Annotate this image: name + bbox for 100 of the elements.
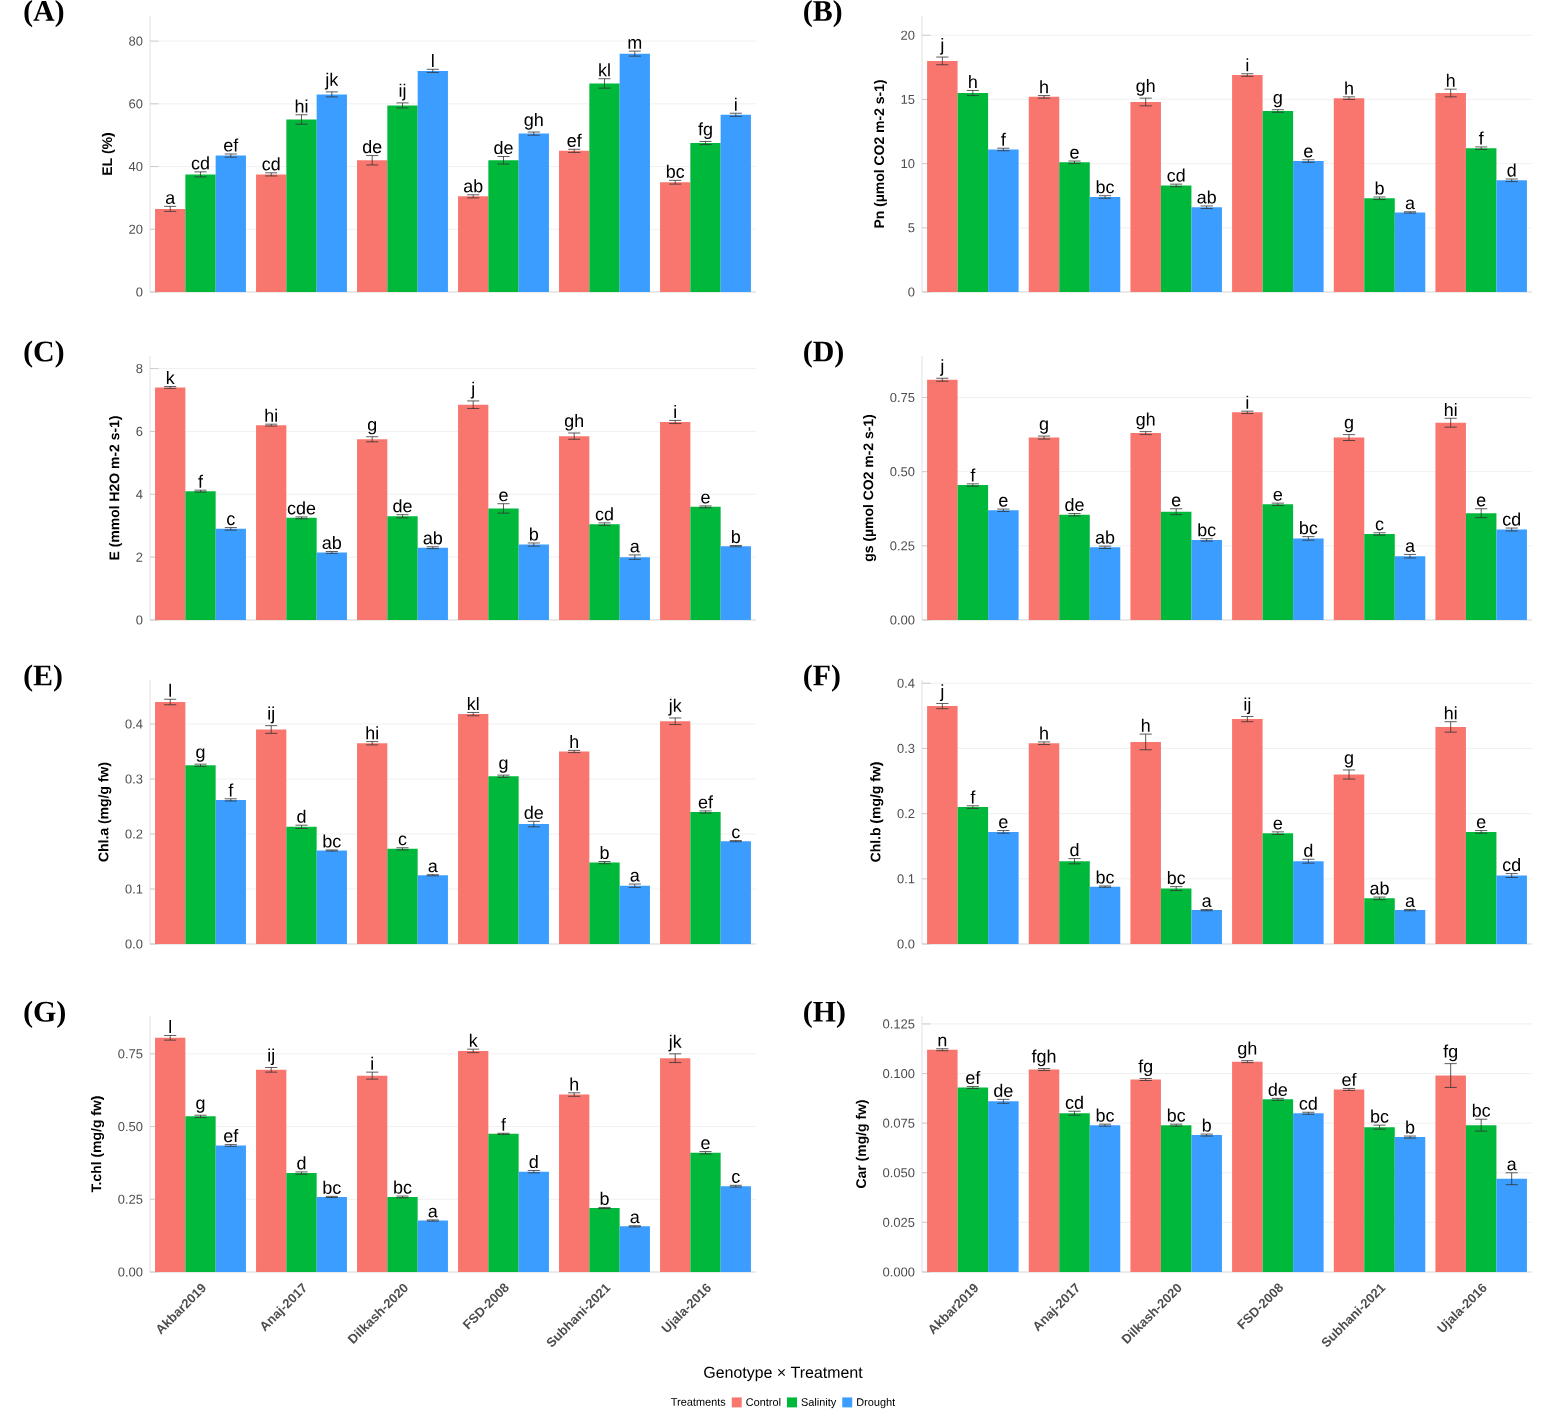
data-label: k: [469, 1033, 478, 1047]
bar: [720, 1186, 751, 1272]
data-label: e: [999, 496, 1008, 507]
chart-title: (A): [24, 0, 64, 28]
bar: [927, 1049, 958, 1272]
data-label: a: [630, 871, 640, 882]
bar: [690, 143, 721, 292]
data-label: i: [674, 405, 676, 419]
data-label: hi: [1444, 706, 1457, 720]
bar: [589, 83, 620, 292]
data-label: cd: [191, 156, 209, 170]
data-label: ef: [224, 138, 239, 152]
data-label: d: [297, 809, 306, 823]
data-label: e: [999, 818, 1008, 829]
bar: [1160, 511, 1192, 620]
data-label: bc: [1198, 523, 1216, 537]
bar: [619, 1226, 650, 1272]
data-label: e: [1273, 490, 1283, 501]
bar: [1496, 1178, 1527, 1272]
bar: [559, 436, 590, 620]
data-label: g: [196, 1099, 205, 1113]
bar: [1089, 886, 1121, 944]
data-label: k: [166, 371, 175, 385]
data-label: de: [1065, 497, 1084, 512]
data-label: f: [970, 790, 976, 804]
data-label: f: [970, 468, 976, 482]
bar: [559, 150, 590, 292]
bar: [589, 862, 620, 944]
bar: [215, 155, 246, 292]
bar: [927, 379, 958, 620]
data-label: d: [529, 1154, 538, 1169]
data-label: bc: [1300, 521, 1318, 535]
bar: [316, 552, 347, 620]
data-label: b: [1202, 1118, 1211, 1132]
bar: [957, 1087, 989, 1272]
data-label: d: [1070, 843, 1079, 857]
bar: [988, 831, 1019, 944]
data-label: gh: [564, 413, 584, 431]
data-label: h: [1141, 718, 1150, 732]
data-label: l: [169, 683, 171, 697]
bar: [458, 1050, 489, 1272]
bar: [1262, 833, 1294, 944]
bar: [1496, 529, 1527, 620]
bar: [1435, 1075, 1466, 1272]
bar: [589, 1208, 620, 1272]
data-label: c: [732, 828, 740, 839]
bar: [988, 510, 1019, 620]
bar: [417, 70, 448, 292]
bar: [1059, 861, 1090, 944]
bar: [1028, 437, 1060, 620]
data-label: bc: [1371, 1109, 1389, 1123]
bar: [215, 1145, 246, 1272]
data-label: h: [570, 1077, 579, 1091]
data-label: e: [1171, 496, 1181, 507]
data-label: bc: [1167, 1108, 1186, 1122]
data-label: f: [501, 1117, 506, 1131]
data-label: a: [1202, 897, 1212, 908]
bar: [387, 1196, 418, 1272]
data-label: cd: [262, 157, 280, 171]
chart-title: (D): [804, 340, 843, 368]
bar: [1394, 1137, 1426, 1272]
data-label: d: [297, 1156, 306, 1170]
data-label: f: [1478, 131, 1484, 145]
bar: [1232, 412, 1263, 620]
data-label: c: [1375, 520, 1384, 531]
bar: [559, 751, 590, 944]
bar: [488, 776, 519, 944]
data-label: e: [1476, 818, 1486, 829]
bar: [1262, 504, 1294, 620]
data-label: ab: [1197, 190, 1216, 204]
bar: [1191, 539, 1222, 620]
data-label: g: [367, 421, 377, 435]
data-label: h: [1040, 80, 1048, 94]
bar: [286, 119, 317, 292]
chart-title: (E): [24, 664, 62, 692]
data-label: a: [630, 542, 640, 553]
bar: [690, 506, 721, 620]
data-label: c: [398, 835, 407, 846]
data-label: ef: [698, 795, 713, 809]
bar: [1333, 437, 1365, 620]
data-label: a: [165, 194, 176, 204]
bar: [1364, 533, 1395, 620]
bar: [589, 524, 620, 620]
bar: [1465, 1125, 1497, 1272]
bar: [927, 706, 958, 944]
data-label: m: [628, 39, 642, 49]
data-label: hi: [295, 99, 308, 113]
bar: [286, 826, 317, 944]
data-label: h: [1446, 73, 1455, 87]
bar: [927, 60, 958, 292]
data-label: j: [939, 37, 944, 55]
data-label: e: [1070, 148, 1079, 159]
bar: [690, 1152, 721, 1272]
bar: [215, 799, 246, 944]
bar: [1232, 1061, 1263, 1272]
data-label: i: [734, 97, 737, 111]
data-label: jk: [324, 72, 339, 90]
data-label: g: [1273, 93, 1282, 108]
bar: [1191, 910, 1222, 944]
bar: [286, 1173, 317, 1272]
